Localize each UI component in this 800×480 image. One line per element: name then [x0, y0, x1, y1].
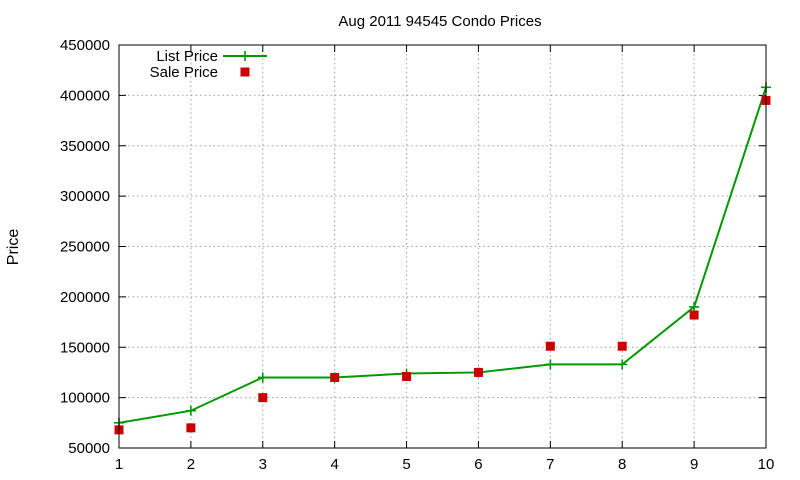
- axis-ticks: 50000 100000 150000 200000 250000 300000 35000…: [60, 37, 774, 473]
- data-point: [617, 341, 627, 351]
- plot-series: [114, 82, 771, 435]
- data-point: [257, 372, 268, 383]
- x-tick-label: 5: [402, 456, 410, 473]
- data-point: [186, 423, 196, 433]
- x-tick-label: 2: [187, 456, 195, 473]
- y-tick-label: 300000: [60, 188, 110, 205]
- y-tick-label: 100000: [60, 390, 110, 407]
- y-tick-label: 450000: [60, 37, 110, 54]
- legend-entry-0: List Price: [156, 48, 267, 65]
- legend-label: Sale Price: [150, 64, 218, 81]
- legend-marker: [240, 67, 250, 77]
- x-tick-label: 7: [546, 456, 554, 473]
- data-point: [473, 367, 483, 377]
- x-tick-label: 9: [690, 456, 698, 473]
- y-axis-label: Price: [5, 229, 22, 266]
- grid: [119, 45, 766, 448]
- x-tick-label: 10: [758, 456, 775, 473]
- data-point: [258, 393, 268, 403]
- legend-label: List Price: [156, 48, 218, 65]
- series-0: [114, 82, 771, 428]
- x-tick-label: 1: [115, 456, 123, 473]
- x-tick-label: 4: [330, 456, 338, 473]
- data-point: [617, 359, 628, 370]
- series-line: [118, 87, 767, 424]
- data-point: [689, 310, 699, 320]
- y-tick-label: 200000: [60, 289, 110, 306]
- data-point: [545, 341, 555, 351]
- legend-marker: [240, 51, 250, 61]
- plot-border: [118, 44, 767, 449]
- y-tick-label: 150000: [60, 339, 110, 356]
- data-point: [330, 372, 340, 382]
- y-tick-label: 400000: [60, 87, 110, 104]
- y-tick-label: 350000: [60, 138, 110, 155]
- legend-entry-1: Sale Price: [150, 64, 250, 81]
- data-point: [545, 359, 556, 370]
- chart-title: Aug 2011 94545 Condo Prices: [338, 13, 541, 30]
- series-1: [114, 95, 771, 435]
- x-tick-label: 6: [474, 456, 482, 473]
- data-point: [185, 405, 196, 416]
- x-tick-label: 3: [259, 456, 267, 473]
- y-tick-label: 250000: [60, 239, 110, 256]
- data-point: [402, 371, 412, 381]
- x-tick-label: 8: [618, 456, 626, 473]
- data-point: [689, 301, 700, 312]
- y-tick-label: 50000: [68, 440, 110, 457]
